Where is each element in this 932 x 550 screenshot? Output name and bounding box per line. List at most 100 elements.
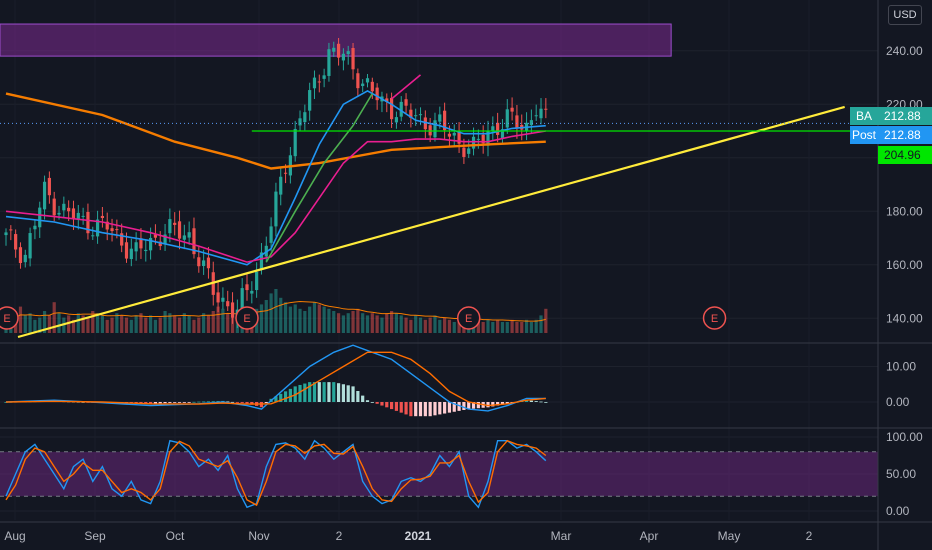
- volume-bar: [447, 319, 452, 333]
- highlight-zone-rect: [0, 23, 672, 57]
- volume-bar: [33, 319, 37, 333]
- macd-histogram-bar: [361, 395, 365, 402]
- volume-bar: [202, 313, 206, 333]
- volume-bar: [23, 315, 27, 333]
- macd-histogram-bar: [240, 402, 244, 403]
- macd-pane: [4, 344, 548, 417]
- candle-body: [81, 215, 85, 217]
- candle-body: [491, 126, 495, 132]
- candle-body: [283, 172, 288, 174]
- macd-histogram-bar: [211, 401, 215, 403]
- price-tick-label: 240.00: [886, 44, 923, 58]
- post-market-tag-value-bg: [878, 126, 932, 144]
- symbol-price-tag-name-bg: [850, 107, 878, 125]
- macd-histogram-bar: [544, 402, 548, 403]
- volume-bar: [457, 319, 461, 333]
- volume-bar: [529, 322, 533, 333]
- volume-bar: [144, 317, 148, 333]
- currency-button[interactable]: USD: [888, 5, 922, 25]
- macd-histogram-bar: [192, 401, 196, 403]
- macd-histogram-bar: [250, 402, 254, 405]
- macd-histogram-bar: [467, 402, 471, 410]
- volume-bar: [100, 315, 104, 333]
- macd-histogram-bar: [308, 382, 312, 402]
- volume-bar: [375, 315, 379, 333]
- earnings-marker[interactable]: E: [0, 306, 19, 330]
- candle-body: [515, 115, 519, 129]
- volume-bar: [168, 313, 172, 333]
- macd-histogram-bar: [496, 402, 500, 406]
- macd-histogram-bar: [206, 401, 211, 403]
- candle-body: [38, 207, 42, 228]
- date-tick-label: Oct: [166, 529, 185, 543]
- price-axis[interactable]: 240.00220.00200.00180.00160.00140.0010.0…: [886, 44, 923, 518]
- macd-histogram-bar: [317, 382, 321, 402]
- symbol-price-tag-name: BA: [856, 109, 872, 123]
- moving-averages: [5, 74, 546, 266]
- volume-bar: [216, 306, 220, 333]
- level-price-tag: 204.96: [878, 146, 932, 164]
- volume-bar: [394, 313, 399, 333]
- volume-bar: [414, 315, 418, 333]
- volume-bar: [283, 302, 288, 333]
- volume-bar: [433, 315, 437, 333]
- volume-bar: [534, 319, 538, 333]
- date-tick-label: Apr: [640, 529, 659, 543]
- symbol-price-tag-value-bg: [878, 107, 932, 125]
- candle-body: [298, 118, 302, 126]
- drawings[interactable]: [0, 105, 878, 339]
- time-axis[interactable]: Aug Sep Oct Nov 2 2021 Mar Apr May 2: [4, 529, 812, 543]
- volume-bar: [274, 289, 278, 333]
- volume-bar: [361, 313, 365, 333]
- candle-body: [120, 233, 124, 246]
- earnings-marker[interactable]: E: [235, 306, 259, 330]
- macd-histogram-bar: [414, 402, 418, 417]
- volume-bar: [303, 311, 307, 333]
- trendline[interactable]: [17, 105, 845, 339]
- candle-body: [255, 271, 259, 291]
- candle-body: [529, 120, 533, 126]
- candle-body: [177, 221, 182, 239]
- candle-body: [221, 297, 225, 302]
- stoch-d-line: [5, 439, 547, 507]
- candle-body: [404, 99, 408, 106]
- volume-bar: [385, 313, 389, 333]
- volume-bar: [452, 322, 456, 333]
- macd-histogram-bar: [346, 385, 350, 402]
- candle-body: [110, 228, 114, 232]
- post-market-tag-name: Post: [852, 128, 877, 142]
- volume-bar: [341, 315, 345, 333]
- volume-bar: [52, 302, 56, 333]
- macd-histogram-bar: [288, 388, 292, 402]
- volume-bar: [481, 322, 485, 333]
- candle-body: [443, 110, 447, 131]
- candle-body: [28, 233, 32, 259]
- level-price-tag-value-bg: [878, 146, 932, 164]
- candle-body: [500, 129, 505, 139]
- candle-body: [308, 90, 312, 111]
- macd-histogram-bar: [303, 383, 307, 402]
- stoch-tick-label: 50.00: [886, 467, 916, 481]
- macd-histogram-bar: [539, 401, 543, 403]
- volume-bar: [110, 317, 114, 333]
- candle-body: [100, 215, 104, 219]
- earnings-marker[interactable]: E: [702, 306, 727, 330]
- candle-body: [303, 112, 307, 123]
- candle-body: [409, 109, 413, 118]
- macd-histogram-bar: [173, 402, 177, 403]
- candle-body: [76, 212, 80, 220]
- price-candles: [4, 37, 548, 329]
- candle-body: [351, 47, 355, 70]
- earnings-marker[interactable]: E: [456, 306, 481, 330]
- candle-body: [158, 241, 162, 247]
- volume-bar: [192, 319, 196, 333]
- macd-histogram-bar: [322, 382, 326, 402]
- price-tags: BA 212.88 Post 212.88 204.96: [850, 107, 932, 164]
- volume-bar: [308, 306, 312, 333]
- macd-histogram-bar: [500, 402, 505, 405]
- candle-body: [245, 284, 249, 291]
- stoch-k-line: [5, 439, 547, 509]
